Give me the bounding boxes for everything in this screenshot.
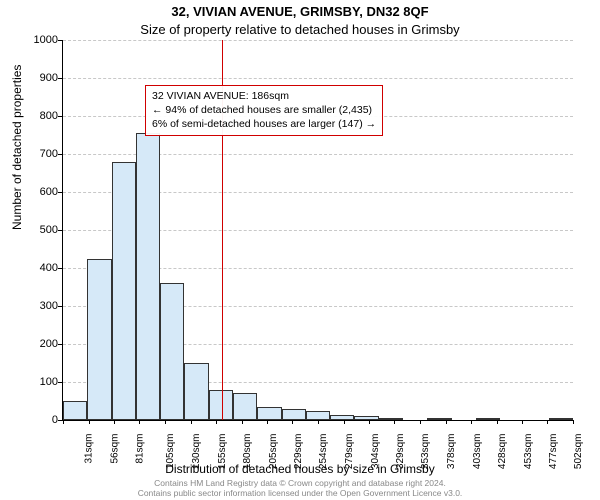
histogram-bar <box>233 393 257 420</box>
xtick-label: 477sqm <box>548 434 559 470</box>
xtick-mark <box>420 420 421 424</box>
xtick-mark <box>139 420 140 424</box>
xtick-mark <box>547 420 548 424</box>
xtick-label: 304sqm <box>370 434 381 470</box>
footer-line1: Contains HM Land Registry data © Crown c… <box>0 478 600 488</box>
ytick-label: 900 <box>18 72 58 84</box>
ytick-label: 1000 <box>18 34 58 46</box>
ytick-label: 700 <box>18 148 58 160</box>
histogram-bar <box>112 162 136 420</box>
ytick-label: 100 <box>18 376 58 388</box>
xtick-mark <box>63 420 64 424</box>
xtick-mark <box>497 420 498 424</box>
ytick-mark <box>58 78 62 79</box>
xtick-mark <box>471 420 472 424</box>
xtick-label: 155sqm <box>217 434 228 470</box>
xtick-label: 56sqm <box>109 434 120 464</box>
gridline-h <box>63 40 573 41</box>
ytick-mark <box>58 192 62 193</box>
xtick-mark <box>292 420 293 424</box>
ytick-mark <box>58 268 62 269</box>
xtick-mark <box>394 420 395 424</box>
histogram-bar <box>549 418 573 420</box>
chart-subtitle: Size of property relative to detached ho… <box>0 22 600 37</box>
ytick-mark <box>58 306 62 307</box>
xtick-label: 502sqm <box>573 434 584 470</box>
footer-attribution: Contains HM Land Registry data © Crown c… <box>0 478 600 498</box>
ytick-label: 400 <box>18 262 58 274</box>
ytick-mark <box>58 40 62 41</box>
histogram-bar <box>160 283 184 420</box>
xtick-mark <box>344 420 345 424</box>
xtick-label: 205sqm <box>268 434 279 470</box>
histogram-bar <box>87 259 111 421</box>
histogram-bar <box>427 418 451 420</box>
ytick-label: 800 <box>18 110 58 122</box>
xtick-mark <box>191 420 192 424</box>
xtick-mark <box>318 420 319 424</box>
histogram-bar <box>257 407 281 420</box>
xtick-label: 105sqm <box>165 434 176 470</box>
xtick-label: 279sqm <box>344 434 355 470</box>
xtick-mark <box>522 420 523 424</box>
xtick-mark <box>267 420 268 424</box>
ytick-mark <box>58 420 62 421</box>
histogram-bar <box>330 415 354 420</box>
annotation-line2: ← 94% of detached houses are smaller (2,… <box>152 103 376 117</box>
histogram-bar <box>282 409 306 420</box>
histogram-bar <box>354 416 378 420</box>
xtick-mark <box>242 420 243 424</box>
histogram-bar <box>136 133 160 420</box>
xtick-label: 31sqm <box>84 434 95 464</box>
gridline-h <box>63 78 573 79</box>
footer-line2: Contains public sector information licen… <box>0 488 600 498</box>
xtick-label: 180sqm <box>242 434 253 470</box>
xtick-label: 453sqm <box>523 434 534 470</box>
histogram-bar <box>63 401 87 420</box>
plot-area: 32 VIVIAN AVENUE: 186sqm ← 94% of detach… <box>62 40 573 421</box>
annotation-line3: 6% of semi-detached houses are larger (1… <box>152 117 376 131</box>
address-title: 32, VIVIAN AVENUE, GRIMSBY, DN32 8QF <box>0 4 600 19</box>
ytick-label: 500 <box>18 224 58 236</box>
ytick-mark <box>58 230 62 231</box>
ytick-label: 300 <box>18 300 58 312</box>
xtick-mark <box>369 420 370 424</box>
xtick-mark <box>446 420 447 424</box>
ytick-mark <box>58 154 62 155</box>
histogram-bar <box>209 390 233 420</box>
xtick-mark <box>89 420 90 424</box>
xtick-label: 229sqm <box>293 434 304 470</box>
annotation-box: 32 VIVIAN AVENUE: 186sqm ← 94% of detach… <box>145 85 383 136</box>
xtick-label: 378sqm <box>446 434 457 470</box>
xtick-mark <box>216 420 217 424</box>
xtick-mark <box>165 420 166 424</box>
xtick-label: 329sqm <box>395 434 406 470</box>
ytick-label: 600 <box>18 186 58 198</box>
xtick-label: 130sqm <box>191 434 202 470</box>
xtick-mark <box>573 420 574 424</box>
xtick-label: 403sqm <box>472 434 483 470</box>
histogram-bar <box>379 418 403 420</box>
chart-container: 32, VIVIAN AVENUE, GRIMSBY, DN32 8QF Siz… <box>0 0 600 500</box>
xtick-label: 254sqm <box>318 434 329 470</box>
xtick-label: 81sqm <box>135 434 146 464</box>
xtick-label: 353sqm <box>420 434 431 470</box>
histogram-bar <box>184 363 208 420</box>
annotation-line1: 32 VIVIAN AVENUE: 186sqm <box>152 89 376 103</box>
ytick-mark <box>58 344 62 345</box>
histogram-bar <box>306 411 330 421</box>
ytick-mark <box>58 382 62 383</box>
ytick-label: 200 <box>18 338 58 350</box>
ytick-mark <box>58 116 62 117</box>
ytick-label: 0 <box>18 414 58 426</box>
xtick-mark <box>114 420 115 424</box>
xtick-label: 428sqm <box>497 434 508 470</box>
